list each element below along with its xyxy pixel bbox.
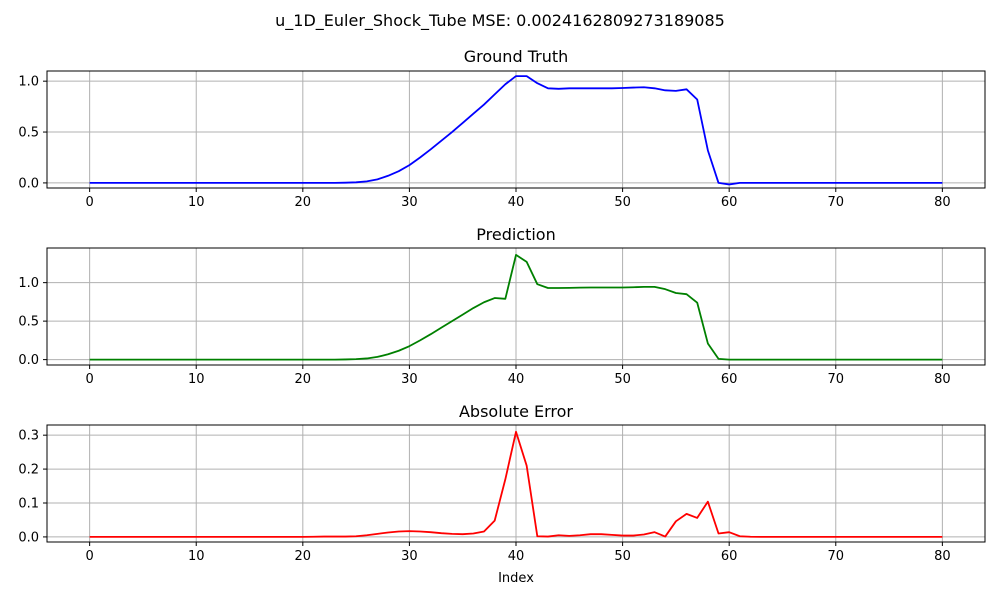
x-axis-label: Index (498, 571, 534, 586)
absolute-error-axes: 0 10 20 30 40 50 60 70 80 0.0 0.1 0.2 0.3 (18, 424, 986, 564)
prediction-x-tick-label-2: 20 (295, 372, 312, 387)
ground-truth-x-tick-label-3: 30 (401, 195, 418, 210)
prediction-x-tick-label-3: 30 (401, 372, 418, 387)
absolute-error-series (89, 430, 943, 538)
prediction-series (89, 254, 943, 361)
prediction-title: Prediction (476, 225, 555, 244)
ground-truth-x-tick-label-4: 40 (508, 195, 525, 210)
prediction-x-tick-label-0: 0 (85, 372, 93, 387)
absolute-error-x-tick-label-1: 10 (188, 549, 205, 564)
absolute-error-y-tick-label-0: 0.0 (18, 530, 39, 545)
ground-truth-x-tick-label-6: 60 (721, 195, 738, 210)
prediction-x-tick-label-8: 80 (934, 372, 951, 387)
prediction-x-tick-label-7: 70 (827, 372, 844, 387)
absolute-error-y-tick-label-2: 0.2 (18, 463, 39, 478)
ground-truth-y-tick-label-2: 1.0 (18, 75, 39, 90)
prediction-x-tick-label-5: 50 (614, 372, 631, 387)
absolute-error-x-tick-label-0: 0 (85, 549, 93, 564)
ground-truth-line (89, 75, 943, 186)
ground-truth-x-tick-label-5: 50 (614, 195, 631, 210)
ground-truth-axes: 0 10 20 30 40 50 60 70 80 0.0 0.5 1.0 (18, 70, 986, 210)
prediction-y-tick-label-2: 1.0 (18, 276, 39, 291)
prediction-plot: Prediction 0 10 20 30 40 50 60 70 80 0.0 0.5 1.0 (18, 225, 986, 387)
ground-truth-plot: Ground Truth 0 10 20 30 40 50 60 70 80 0.0 0.5 1.0 (18, 47, 986, 210)
ground-truth-series (89, 75, 943, 186)
ground-truth-x-tick-label-8: 80 (934, 195, 951, 210)
prediction-y-tick-label-0: 0.0 (18, 353, 39, 368)
ground-truth-x-tick-label-1: 10 (188, 195, 205, 210)
absolute-error-x-tick-label-7: 70 (827, 549, 844, 564)
ground-truth-title: Ground Truth (464, 47, 569, 66)
absolute-error-x-tick-label-2: 20 (295, 549, 312, 564)
absolute-error-y-tick-label-3: 0.3 (18, 429, 39, 444)
prediction-x-tick-label-4: 40 (508, 372, 525, 387)
prediction-x-tick-label-6: 60 (721, 372, 738, 387)
absolute-error-x-tick-label-5: 50 (614, 549, 631, 564)
absolute-error-x-tick-label-8: 80 (934, 549, 951, 564)
prediction-axes: 0 10 20 30 40 50 60 70 80 0.0 0.5 1.0 (18, 247, 986, 387)
prediction-y-tick-label-1: 0.5 (18, 315, 39, 330)
ground-truth-y-tick-label-0: 0.0 (18, 176, 39, 191)
ground-truth-x-tick-label-0: 0 (85, 195, 93, 210)
ground-truth-x-tick-label-7: 70 (827, 195, 844, 210)
absolute-error-line (89, 430, 943, 538)
ground-truth-x-tick-label-2: 20 (295, 195, 312, 210)
ground-truth-y-tick-label-1: 0.5 (18, 126, 39, 141)
prediction-line (89, 254, 943, 361)
absolute-error-plot: Absolute Error 0 10 20 30 40 50 60 70 80 0.0 0.1 0.… (18, 402, 986, 564)
prediction-x-tick-label-1: 10 (188, 372, 205, 387)
absolute-error-x-tick-label-3: 30 (401, 549, 418, 564)
figure-title: u_1D_Euler_Shock_Tube MSE: 0.00241628092… (275, 11, 725, 31)
absolute-error-y-tick-label-1: 0.1 (18, 497, 39, 512)
absolute-error-x-tick-label-6: 60 (721, 549, 738, 564)
absolute-error-title: Absolute Error (459, 402, 573, 421)
absolute-error-x-tick-label-4: 40 (508, 549, 525, 564)
